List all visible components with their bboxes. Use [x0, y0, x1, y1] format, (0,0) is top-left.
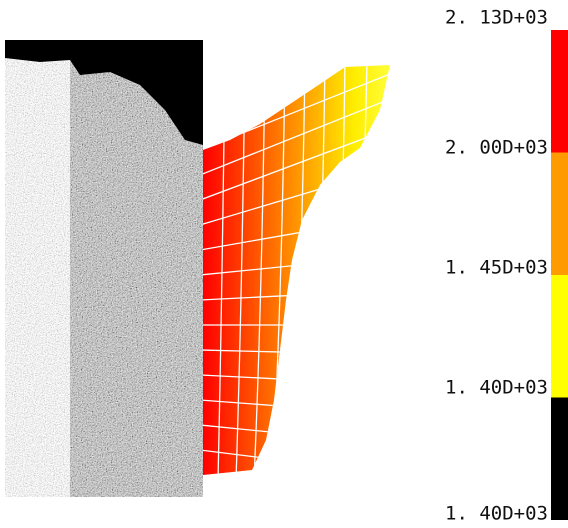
- legend-swatch: [551, 275, 568, 398]
- legend-swatch: [551, 152, 568, 275]
- legend-label: 1. 45D+03: [445, 257, 548, 279]
- color-legend: 2. 13D+03 2. 00D+03 1. 45D+03 1. 40D+03 1. 4…: [445, 7, 568, 525]
- temperature-mesh: [203, 65, 390, 475]
- micrograph: [5, 40, 203, 497]
- legend-label: 2. 00D+03: [445, 137, 548, 159]
- legend-swatch: [551, 30, 568, 153]
- legend-label: 2. 13D+03: [445, 7, 548, 29]
- legend-label: 1. 40D+03: [445, 503, 548, 525]
- legend-swatch: [551, 397, 568, 520]
- legend-label: 1. 40D+03: [445, 377, 548, 399]
